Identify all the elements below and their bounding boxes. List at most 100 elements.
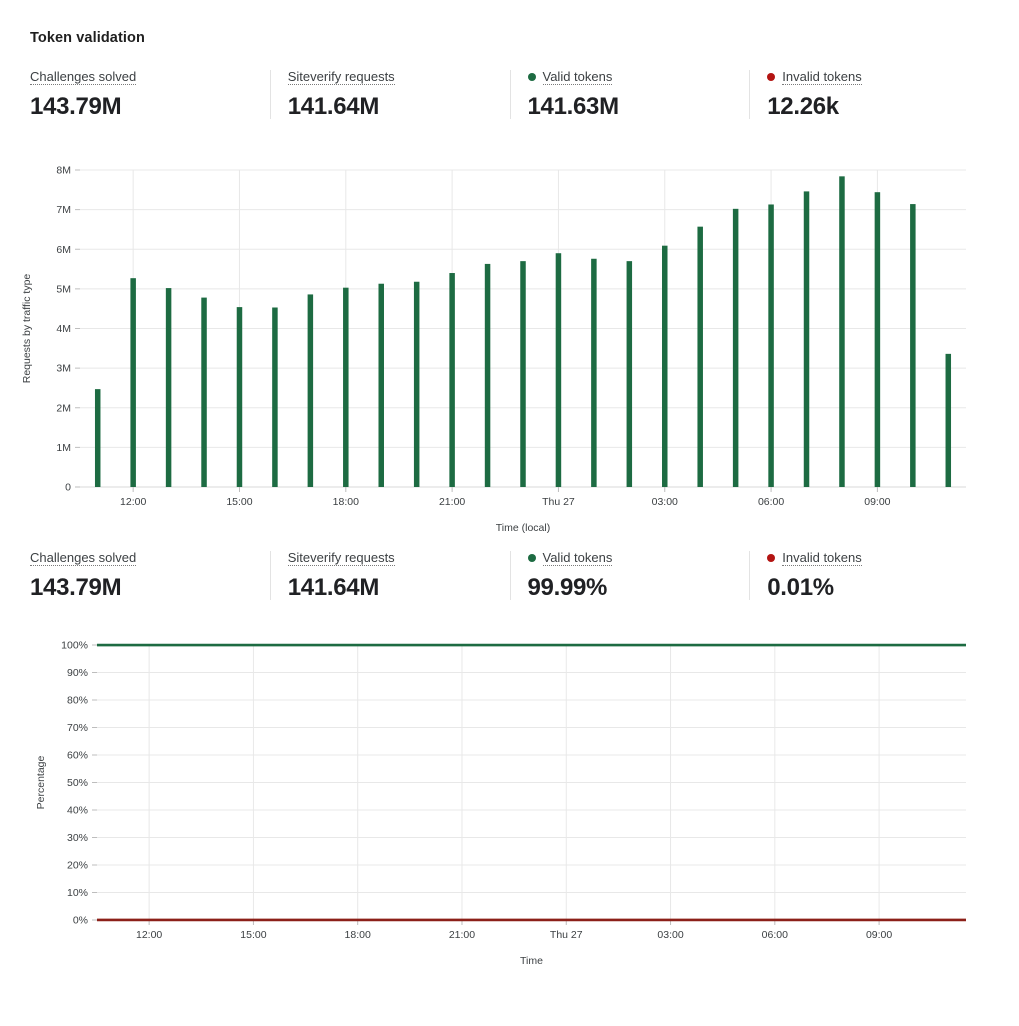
bar[interactable]: [413, 281, 420, 487]
y-axis-title: Requests by traffic type: [21, 274, 33, 384]
bar[interactable]: [768, 204, 774, 487]
y-tick-label: 0: [65, 482, 71, 494]
stat-label-line: Invalid tokens: [767, 68, 989, 86]
bar[interactable]: [591, 258, 597, 487]
stat-label[interactable]: Invalid tokens: [782, 550, 862, 566]
bar[interactable]: [839, 176, 845, 487]
stat-card: Valid tokens 141.63M: [509, 68, 750, 121]
bar[interactable]: [130, 278, 136, 487]
bar[interactable]: [945, 353, 952, 487]
y-tick-label: 100%: [61, 640, 88, 652]
page-title: Token validation: [30, 30, 145, 46]
y-tick-label: 30%: [67, 832, 88, 844]
bar[interactable]: [94, 389, 101, 487]
stat-value: 12.26k: [767, 93, 839, 120]
stat-value: 141.64M: [287, 93, 380, 120]
requests-by-traffic-type-chart: 0 1M 2M 3M 4M 5M 6M 7M 8M 12:00 15:00 18:00 21:00 Thu…: [0, 160, 1019, 535]
y-tick-label: 3M: [56, 363, 71, 375]
bar[interactable]: [626, 261, 633, 487]
x-tick-label: 09:00: [866, 929, 892, 941]
stat-label-line: Challenges solved: [30, 549, 270, 567]
y-tick-label: 90%: [67, 667, 88, 679]
bar[interactable]: [378, 283, 384, 487]
stat-card: Invalid tokens 0.01%: [749, 549, 989, 602]
y-tick-label: 20%: [67, 860, 88, 872]
bar[interactable]: [165, 288, 172, 487]
x-tick-label: 12:00: [120, 496, 146, 508]
stat-value: 0.01%: [767, 574, 834, 601]
bar[interactable]: [343, 287, 349, 487]
stat-card: Invalid tokens 12.26k: [749, 68, 989, 121]
stat-label-line: Invalid tokens: [767, 549, 989, 567]
invalid-token-dot-icon: [767, 73, 776, 81]
bar[interactable]: [307, 294, 314, 487]
stat-label[interactable]: Valid tokens: [542, 69, 613, 85]
stats-row-top: Challenges solved 143.79M Siteverify reque…: [30, 68, 989, 121]
x-tick-label: Thu 27: [550, 929, 583, 941]
bar[interactable]: [662, 245, 668, 487]
stat-label[interactable]: Invalid tokens: [782, 69, 862, 85]
stat-card: Valid tokens 99.99%: [509, 549, 750, 602]
y-tick-label: 40%: [67, 805, 88, 817]
bar[interactable]: [697, 226, 703, 487]
bar[interactable]: [272, 307, 278, 487]
x-tick-label: 03:00: [657, 929, 683, 941]
stat-label-line: Siteverify requests: [287, 549, 510, 567]
y-tick-label: 70%: [67, 722, 88, 734]
stat-value: 141.63M: [527, 93, 620, 120]
stat-value: 141.64M: [287, 574, 380, 601]
stat-label-line: Siteverify requests: [287, 68, 510, 86]
bar[interactable]: [803, 191, 810, 487]
y-tick-label: 50%: [67, 777, 88, 789]
x-tick-label: 15:00: [240, 929, 266, 941]
y-tick-label: 5M: [56, 283, 71, 295]
stat-value: 143.79M: [30, 93, 122, 120]
x-tick-label: 18:00: [345, 929, 371, 941]
stat-label-line: Valid tokens: [527, 549, 750, 567]
x-tick-label: 06:00: [762, 929, 788, 941]
x-tick-label: 06:00: [758, 496, 784, 508]
bar[interactable]: [484, 263, 491, 487]
x-tick-label: 15:00: [226, 496, 252, 508]
bar[interactable]: [910, 204, 916, 487]
y-tick-label: 7M: [56, 204, 71, 216]
valid-token-dot-icon: [527, 554, 536, 562]
y-tick-label: 10%: [67, 887, 88, 899]
y-axis-title: Percentage: [35, 755, 47, 809]
chart-svg: 0 1M 2M 3M 4M 5M 6M 7M 8M 12:00 15:00 18:00 21:00 Thu…: [21, 165, 966, 534]
y-tick-label: 0%: [73, 915, 88, 927]
stat-label[interactable]: Challenges solved: [30, 550, 137, 566]
bar[interactable]: [201, 297, 207, 487]
bar[interactable]: [449, 273, 455, 487]
y-tick-label: 60%: [67, 750, 88, 762]
x-tick-label: 21:00: [449, 929, 475, 941]
x-tick-label: 09:00: [864, 496, 890, 508]
bar[interactable]: [236, 307, 243, 487]
stat-label[interactable]: Challenges solved: [30, 69, 137, 85]
y-tick-label: 80%: [67, 695, 88, 707]
bar[interactable]: [520, 261, 526, 487]
stat-label-line: Valid tokens: [527, 68, 750, 86]
stat-value: 99.99%: [527, 574, 608, 601]
stat-label[interactable]: Valid tokens: [542, 550, 613, 566]
bar[interactable]: [732, 208, 739, 487]
y-tick-label: 8M: [56, 165, 71, 177]
y-tick-label: 1M: [56, 442, 71, 454]
x-tick-label: Thu 27: [542, 496, 575, 508]
percentage-chart: 0% 10% 20% 30% 40% 50% 60% 70% 80% 90% 100% 12:00 15…: [0, 633, 1019, 968]
chart-svg: 0% 10% 20% 30% 40% 50% 60% 70% 80% 90% 100% 12:00 15…: [35, 640, 966, 967]
stat-label[interactable]: Siteverify requests: [287, 550, 395, 566]
stat-value: 143.79M: [30, 574, 122, 601]
stat-label[interactable]: Siteverify requests: [287, 69, 395, 85]
bar[interactable]: [874, 192, 881, 487]
x-axis-title: Time (local): [496, 522, 550, 534]
x-tick-label: 18:00: [333, 496, 359, 508]
x-tick-label: 12:00: [136, 929, 162, 941]
x-tick-label: 21:00: [439, 496, 465, 508]
x-axis-title: Time: [520, 955, 543, 967]
stat-card: Siteverify requests 141.64M: [269, 549, 510, 602]
invalid-token-dot-icon: [767, 554, 776, 562]
stats-row-bottom: Challenges solved 143.79M Siteverify reque…: [30, 549, 989, 602]
bar[interactable]: [555, 253, 562, 487]
